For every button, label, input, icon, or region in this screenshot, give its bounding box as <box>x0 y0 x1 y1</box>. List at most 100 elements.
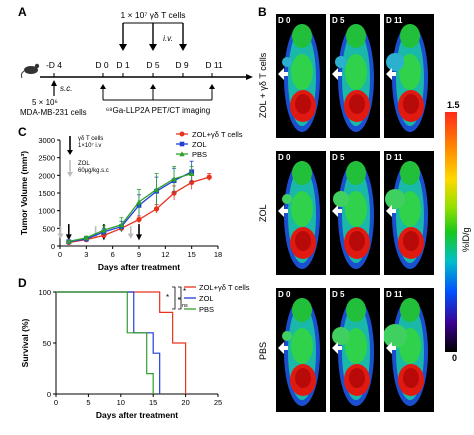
y-tick-label: 100 <box>38 288 51 297</box>
day-label: D 0 <box>278 16 291 25</box>
x-tick-label: 6 <box>111 250 115 259</box>
x-tick-label: 15 <box>149 398 157 407</box>
tumor-arrow-icon <box>386 68 396 80</box>
annotation-gd: γδ T cells <box>78 136 103 142</box>
timeline-label: -D 4 <box>46 60 62 70</box>
scan-head <box>346 161 366 185</box>
mouse-scan <box>332 24 374 132</box>
pet-image: D 5 <box>330 14 380 138</box>
sig-ns: ns <box>182 303 188 309</box>
scan-torso <box>345 191 367 227</box>
scan-torso <box>345 328 367 364</box>
y-tick-label: 0 <box>47 390 51 399</box>
day-label: D 11 <box>386 16 403 25</box>
timeline-diagram: -D 4 D 0 D 1 D 5 D 9 D 11 1 × 10⁷ γδ T c… <box>20 10 253 117</box>
x-axis-title: Days after treatment <box>96 410 178 420</box>
timeline-label: D 1 <box>116 60 130 70</box>
treatment-arrowhead <box>136 234 142 241</box>
mouse-scan <box>278 24 320 132</box>
colorbar <box>445 112 457 352</box>
series-line <box>68 171 192 243</box>
legend-label: ZOL <box>199 294 214 303</box>
scan-head <box>400 24 420 48</box>
data-point <box>101 227 107 233</box>
scan-head <box>292 161 312 185</box>
y-tick-label: 1000 <box>38 207 55 216</box>
scan-organ-core <box>403 231 419 251</box>
x-tick-label: 18 <box>214 250 222 259</box>
data-point <box>118 222 125 228</box>
iv-label: i.v. <box>163 34 173 43</box>
y-axis-title: Tumor Volume (mm³) <box>19 151 29 235</box>
x-axis-title: Days after treatment <box>98 262 180 272</box>
sig-star: * <box>166 293 169 302</box>
scan-torso <box>291 191 313 227</box>
legend-marker <box>179 131 185 137</box>
scan-tumor <box>385 189 405 209</box>
y-tick-label: 3000 <box>38 136 55 145</box>
scan-torso <box>291 328 313 364</box>
scan-tumor <box>282 331 292 341</box>
survival-chart: 0 50 100 0 5 10 15 20 25 Days after treatment Surv… <box>20 283 250 420</box>
scan-tumor <box>282 57 292 67</box>
scan-organ-core <box>403 368 419 388</box>
row-label-zol: ZOL <box>258 204 268 222</box>
legend-label: PBS <box>199 305 214 314</box>
survival-curve <box>56 291 154 394</box>
mouse-scan <box>384 298 428 406</box>
imaging-label: ⁶⁸Ga-LLP2A PET/CT imaging <box>106 106 210 115</box>
legend-label: ZOL+γδ T cells <box>192 130 243 139</box>
tumor-arrow-icon <box>278 68 288 80</box>
timeline-label: D 5 <box>146 60 160 70</box>
timeline-label: D 11 <box>205 60 223 70</box>
x-tick-label: 9 <box>137 250 141 259</box>
pet-image: D 5 <box>330 288 380 412</box>
y-tick-label: 0 <box>51 242 55 251</box>
scan-tumor <box>332 327 350 345</box>
legend-label: ZOL+γδ T cells <box>199 283 250 292</box>
annotation-zol: ZOL <box>78 161 90 167</box>
tumor-arrow-icon <box>278 205 288 217</box>
legend-label: PBS <box>192 150 207 159</box>
data-point <box>188 170 195 176</box>
colorbar-label: %ID/g <box>461 227 471 252</box>
survival-curve <box>56 291 187 394</box>
pet-image: D 0 <box>276 151 326 275</box>
y-tick-label: 500 <box>42 224 55 233</box>
scan-head <box>292 24 312 48</box>
injection-arrows <box>119 44 187 51</box>
x-tick-label: 3 <box>84 250 88 259</box>
tumor-volume-chart: 0 500 1000 1500 2000 2500 3000 0 3 6 9 12 15 18 Days a… <box>19 130 243 272</box>
panel-label-c: C <box>18 125 27 139</box>
mouse-scan <box>278 161 320 269</box>
annotation-gd-dose: 1×10⁷ i.v <box>78 142 101 149</box>
pet-image-grid: D 0 D 5 D 11 D 0 D 5 D 11 D 0 D 5 D 11 <box>276 14 434 424</box>
scan-organ-core <box>349 368 365 388</box>
scan-tumor <box>335 56 347 68</box>
day-label: D 5 <box>332 153 345 162</box>
day-label: D 11 <box>386 153 403 162</box>
legend-marker <box>179 141 185 147</box>
pet-image: D 11 <box>384 288 434 412</box>
scan-head <box>346 24 366 48</box>
y-tick-label: 1500 <box>38 189 55 198</box>
x-tick-label: 0 <box>54 398 58 407</box>
legend-marker <box>179 151 185 157</box>
scan-organ-core <box>295 368 311 388</box>
mouse-scan <box>385 161 428 269</box>
scan-head <box>292 298 312 322</box>
scan-organ-core <box>403 94 419 114</box>
pet-image: D 0 <box>276 14 326 138</box>
x-tick-label: 5 <box>86 398 90 407</box>
timeline-label: D 0 <box>95 60 109 70</box>
mda-count: 5 × 10⁶ <box>32 98 58 107</box>
scan-organ-core <box>349 231 365 251</box>
panel-label-d: D <box>18 276 27 290</box>
scan-organ-core <box>295 94 311 114</box>
x-tick-label: 25 <box>214 398 222 407</box>
day-label: D 5 <box>332 16 345 25</box>
scan-organ-core <box>349 94 365 114</box>
scan-head <box>346 298 366 322</box>
pet-image: D 5 <box>330 151 380 275</box>
zol-arrowhead <box>127 233 134 239</box>
